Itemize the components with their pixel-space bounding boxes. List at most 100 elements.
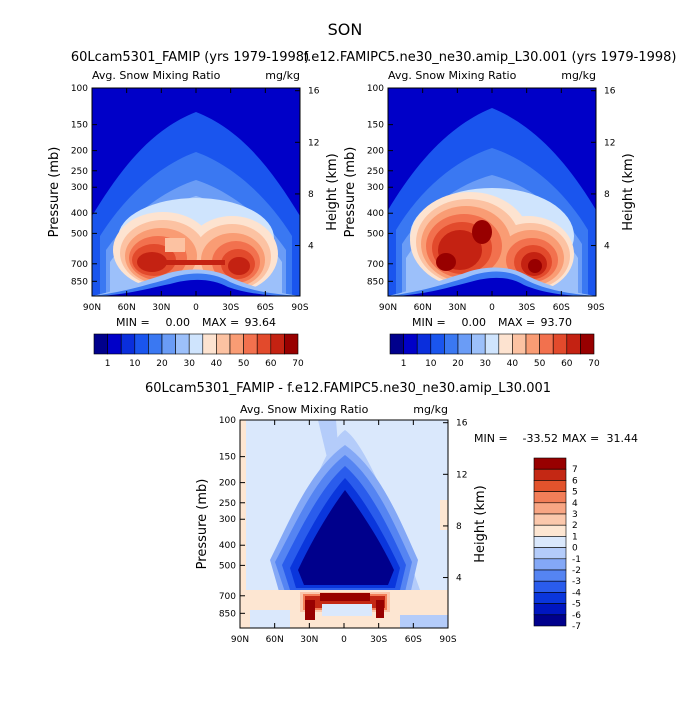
panel-2-contour [396,277,588,296]
panel-2-axes: 90N 60N 30N 0 30S 60S 90S 100 150 200 250 300 400 500… [367,84,616,313]
y-tick-label: 700 [219,592,236,602]
panel-2-contour [436,253,456,271]
panel-1-plot [92,88,300,296]
height-tick-label: 12 [456,470,467,480]
colorbar-box [270,333,285,355]
panel-3-contour [298,490,394,585]
height-tick-label: 4 [604,242,610,252]
colorbar-box [229,333,244,355]
colorbar-box [216,333,231,355]
panel-1-contour [155,260,225,265]
colorbar-label: 10 [425,359,437,369]
panel-1-contour [100,279,290,296]
colorbar-box [533,558,567,571]
colorbar-box [134,333,149,355]
x-tick-label: 60S [405,635,422,645]
colorbar-box [533,603,567,616]
y-tick-label: 500 [219,561,236,571]
y-tick-label: 500 [367,229,384,239]
panel-3-max-label: MAX = [562,432,599,445]
colorbar-label: 30 [183,359,195,369]
x-tick-label: 90S [587,303,604,313]
colorbar-box [430,333,445,355]
colorbar-box [161,333,176,355]
panel-1-max-value: 93.64 [245,316,277,329]
panel-2-min-value: 0.00 [462,316,487,329]
colorbar-label: -1 [572,555,581,565]
colorbar-label: 20 [156,359,168,369]
colorbar-box [512,333,527,355]
y-tick-label: 850 [367,277,384,287]
panel-1-contour [228,257,250,275]
colorbar-box [533,536,567,548]
colorbar-box [457,333,472,355]
colorbar-label: 60 [561,359,573,369]
colorbar-label: 0 [572,544,578,554]
panel-3-plot [240,420,448,628]
colorbar-box [533,491,567,504]
colorbar-label: -3 [572,577,581,587]
colorbar-box [533,468,567,481]
panel-2-colorbar: 1 10 20 30 40 50 60 70 [389,333,600,369]
panel-3-contour [400,615,448,628]
colorbar-box [188,333,204,355]
panel-2-minmax: MIN = 0.00 MAX = 93.70 [412,316,572,329]
height-tick-label: 4 [456,574,462,584]
height-tick-label: 8 [604,190,610,200]
panel-3-axes: 90N 60N 30N 0 30S 60S 90S 100 150 200 250 300 400 500… [219,416,468,645]
panel-3-contour [440,500,448,530]
y-tick-label: 150 [367,121,384,131]
x-tick-label: 90N [379,303,397,313]
x-tick-label: 60N [414,303,432,313]
x-tick-label: 60S [257,303,274,313]
height-tick-label: 12 [308,138,319,148]
y-tick-label: 100 [71,84,88,94]
panel-2-max-value: 93.70 [541,316,573,329]
colorbar-label: 6 [572,476,578,486]
colorbar-label: -4 [572,588,581,598]
colorbar-box [580,333,595,355]
colorbar-box [243,333,258,355]
colorbar-box [533,480,567,492]
colorbar-label: 70 [588,359,600,369]
panel-1-y-axis-title: Pressure (mb) [47,147,62,238]
panel-1-variable-label: Avg. Snow Mixing Ratio [92,69,221,82]
y-tick-label: 100 [219,416,236,426]
x-tick-label: 60S [553,303,570,313]
colorbar-box [256,333,272,355]
y-tick-label: 500 [71,229,88,239]
colorbar-box [533,547,567,560]
y-tick-label: 850 [219,609,236,619]
y-tick-label: 150 [219,453,236,463]
panel-1-min-value: 0.00 [166,316,191,329]
colorbar-box [533,592,567,604]
y-tick-label: 400 [71,209,88,219]
colorbar-box [533,524,567,537]
height-tick-label: 12 [604,138,615,148]
colorbar-label: -7 [572,622,581,632]
panel-1-units-label: mg/kg [265,69,300,82]
x-tick-label: 90N [231,635,249,645]
colorbar-label: 4 [572,499,578,509]
y-tick-label: 100 [367,84,384,94]
colorbar-box [525,333,540,355]
colorbar-label: 70 [292,359,304,369]
colorbar-label: 3 [572,510,578,520]
panel-1-height-axis-title: Height (km) [325,153,340,230]
colorbar-box [444,333,459,355]
panel-3-contour [240,420,246,628]
colorbar-box [533,457,567,470]
panel-3-height-axis-title: Height (km) [473,485,488,562]
panel-3-min-label: MIN = [474,432,508,445]
x-tick-label: 90N [83,303,101,313]
colorbar-box [107,333,122,355]
colorbar-box [533,614,567,627]
x-tick-label: 30N [448,303,466,313]
panel-2-contour [528,259,542,273]
x-tick-label: 30S [370,635,387,645]
colorbar-box [484,333,500,355]
colorbar-label: 60 [265,359,277,369]
colorbar-label: 20 [452,359,464,369]
panel-2-max-label: MAX = [498,316,535,329]
